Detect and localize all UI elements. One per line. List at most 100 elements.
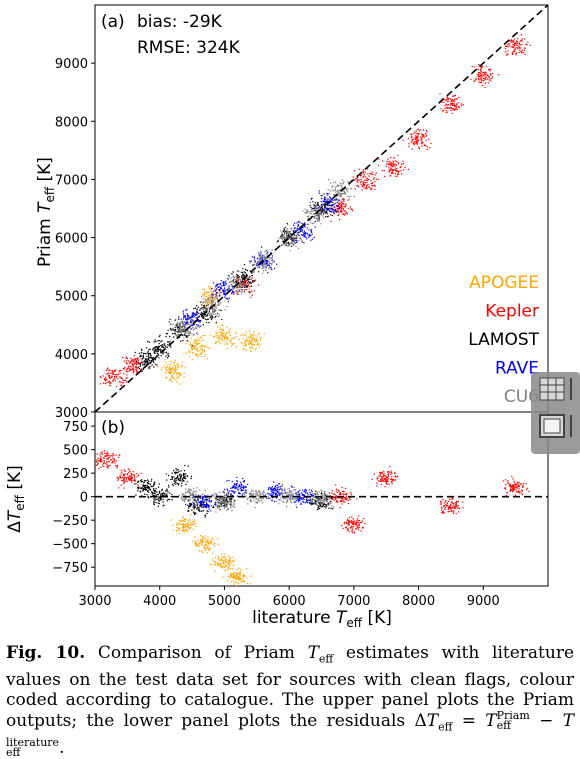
data-point xyxy=(126,360,127,361)
data-point xyxy=(351,516,352,517)
data-point xyxy=(426,140,427,141)
data-point xyxy=(445,507,446,508)
data-point xyxy=(445,99,446,100)
data-point xyxy=(141,479,142,480)
data-point xyxy=(207,539,208,540)
data-point xyxy=(223,336,224,337)
data-point xyxy=(514,482,515,483)
data-point xyxy=(408,143,409,144)
data-point xyxy=(197,350,198,351)
data-point xyxy=(139,363,140,364)
data-point xyxy=(110,373,111,374)
data-point xyxy=(393,162,394,163)
data-point xyxy=(210,290,211,291)
data-point xyxy=(171,499,172,500)
data-point xyxy=(242,272,243,273)
data-point xyxy=(239,573,240,574)
data-point xyxy=(122,477,123,478)
data-point xyxy=(424,144,425,145)
data-point xyxy=(180,326,181,327)
data-point xyxy=(243,488,244,489)
data-point xyxy=(224,344,225,345)
data-point xyxy=(472,66,473,67)
data-point xyxy=(154,353,155,354)
data-point xyxy=(188,335,189,336)
data-point xyxy=(196,309,197,310)
data-point xyxy=(358,524,359,525)
data-point xyxy=(335,212,336,213)
data-point xyxy=(340,183,341,184)
data-point xyxy=(274,268,275,269)
data-point xyxy=(498,74,499,75)
data-point xyxy=(205,550,206,551)
data-point xyxy=(507,53,508,54)
data-point xyxy=(261,268,262,269)
data-point xyxy=(350,189,351,190)
data-point xyxy=(140,355,141,356)
data-point xyxy=(104,378,105,379)
data-point xyxy=(488,76,489,77)
data-point xyxy=(383,471,384,472)
data-point xyxy=(188,508,189,509)
data-point xyxy=(231,346,232,347)
data-point xyxy=(244,345,245,346)
data-point xyxy=(194,520,195,521)
data-point xyxy=(118,487,119,488)
data-point xyxy=(196,487,197,488)
data-point xyxy=(253,271,254,272)
data-point xyxy=(303,242,304,243)
data-point xyxy=(131,359,132,360)
data-point xyxy=(242,494,243,495)
data-point xyxy=(315,221,316,222)
data-point xyxy=(478,75,479,76)
data-point xyxy=(505,48,506,49)
data-point xyxy=(212,302,213,303)
data-point xyxy=(241,284,242,285)
data-point xyxy=(506,54,507,55)
data-point xyxy=(224,296,225,297)
data-point xyxy=(288,245,289,246)
data-point xyxy=(422,135,423,136)
data-point xyxy=(458,507,459,508)
data-point xyxy=(311,490,312,491)
data-point xyxy=(196,348,197,349)
data-point xyxy=(508,43,509,44)
data-point xyxy=(328,205,329,206)
data-point xyxy=(241,272,242,273)
data-point xyxy=(213,295,214,296)
data-point xyxy=(450,507,451,508)
data-point xyxy=(241,283,242,284)
data-point xyxy=(211,319,212,320)
data-point xyxy=(171,496,172,497)
data-point xyxy=(301,223,302,224)
data-point xyxy=(187,520,188,521)
data-point xyxy=(209,292,210,293)
data-point xyxy=(331,492,332,493)
data-point xyxy=(353,520,354,521)
data-point xyxy=(210,313,211,314)
data-point xyxy=(225,295,226,296)
data-point xyxy=(175,484,176,485)
data-point xyxy=(109,456,110,457)
data-point xyxy=(223,285,224,286)
data-point xyxy=(218,332,219,333)
data-point xyxy=(168,486,169,487)
data-point xyxy=(234,560,235,561)
data-point xyxy=(203,502,204,503)
data-point xyxy=(485,74,486,75)
data-point xyxy=(215,561,216,562)
data-point xyxy=(169,499,170,500)
data-point xyxy=(215,310,216,311)
data-point xyxy=(268,259,269,260)
data-point xyxy=(388,164,389,165)
data-point xyxy=(254,262,255,263)
data-point xyxy=(216,337,217,338)
data-point xyxy=(220,566,221,567)
data-point xyxy=(343,208,344,209)
data-point xyxy=(97,458,98,459)
data-point xyxy=(183,474,184,475)
data-point xyxy=(201,510,202,511)
data-point xyxy=(348,196,349,197)
data-point xyxy=(324,209,325,210)
data-point xyxy=(233,575,234,576)
